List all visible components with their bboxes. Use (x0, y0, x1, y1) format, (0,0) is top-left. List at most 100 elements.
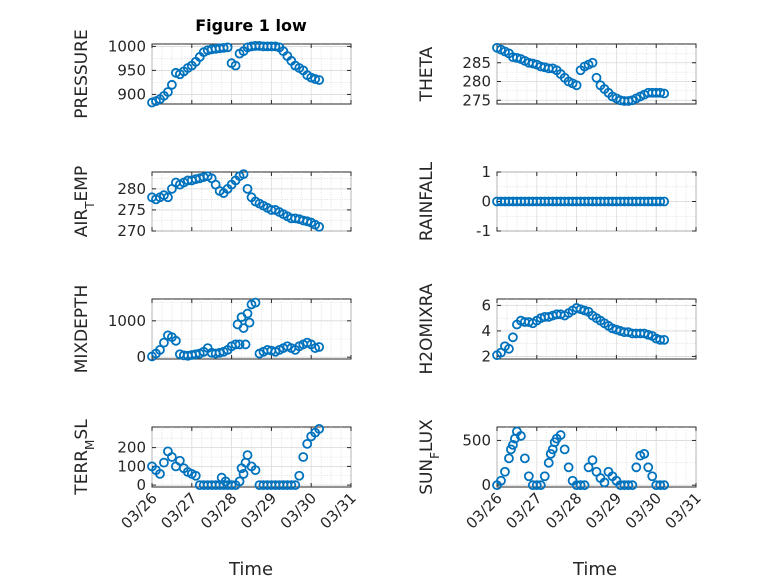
data-point (555, 430, 566, 440)
y-tick-label: 0 (481, 476, 491, 494)
data-point (659, 88, 670, 99)
data-point (310, 74, 321, 84)
data-point (163, 87, 173, 97)
x-tick-label: 03/30 (622, 489, 665, 532)
x-tick-label: 03/28 (197, 489, 240, 532)
data-point (500, 466, 510, 477)
data-point (539, 471, 550, 482)
y-tick-label: 275 (117, 201, 146, 219)
y-axis-label-sun-flux: SUNFLUX (417, 419, 442, 495)
data-point (155, 468, 165, 479)
data-point (571, 80, 582, 91)
y-tick-label: 1 (481, 163, 491, 181)
y-tick-label: 500 (462, 431, 491, 449)
data-point (242, 183, 253, 194)
data-point (659, 480, 670, 491)
data-point (655, 196, 666, 207)
x-tick-label: 03/27 (157, 489, 200, 532)
data-point (294, 470, 305, 481)
data-point (659, 334, 670, 345)
data-point (310, 343, 321, 353)
x-tick-label: 03/31 (317, 489, 360, 532)
y-tick-label: 950 (117, 61, 146, 79)
data-point (587, 455, 598, 466)
y-tick-label: 285 (462, 54, 491, 72)
data-point (190, 470, 201, 481)
data-point (314, 221, 325, 232)
y-tick-label: 2 (481, 347, 491, 365)
data-point (506, 444, 516, 455)
data-point (504, 343, 514, 354)
figure-title: Figure 1 low (195, 16, 307, 35)
data-point (496, 475, 506, 486)
y-tick-label: 6 (481, 296, 491, 314)
data-point (643, 462, 654, 473)
data-point (508, 440, 518, 450)
y-label-subscript: T (83, 201, 97, 210)
y-label-subscript: M (83, 440, 97, 450)
x-tick-label: 03/29 (582, 489, 625, 532)
data-point (531, 480, 542, 491)
data-point (527, 58, 538, 69)
y-axis-label-pressure: PRESSURE (72, 29, 92, 118)
data-point (314, 342, 325, 352)
data-point (508, 332, 518, 343)
y-tick-label: 200 (117, 439, 146, 457)
x-tick-label: 03/30 (277, 489, 320, 532)
data-point (232, 319, 243, 330)
data-point (587, 57, 598, 68)
data-point (659, 196, 670, 207)
data-point (647, 471, 658, 482)
y-label-rest: SL (72, 419, 92, 440)
data-point (563, 462, 574, 473)
data-point (583, 462, 594, 473)
data-point (545, 448, 556, 459)
subplot-h2omixra: 2 4 6 H2OMIXRA (417, 283, 697, 375)
y-label-subscript: F (428, 452, 442, 459)
subplot-air-temp: 270 275 280 AIRTEMP (72, 166, 352, 240)
data-point (535, 480, 546, 491)
y-tick-label: 1000 (108, 312, 146, 330)
data-point (510, 433, 520, 444)
data-point (250, 297, 261, 308)
data-point (174, 455, 185, 466)
data-point (240, 339, 251, 350)
data-point (240, 457, 251, 468)
y-axis-label-h2omixra: H2OMIXRA (417, 283, 437, 374)
data-point (298, 452, 309, 462)
data-point (270, 41, 281, 52)
y-tick-label: 100 (117, 457, 146, 475)
data-point (623, 480, 634, 491)
y-tick-label: 275 (462, 91, 491, 109)
data-point (523, 471, 534, 482)
x-tick-label: 03/27 (502, 489, 545, 532)
data-point (631, 462, 642, 473)
data-point (236, 312, 247, 323)
y-tick-label: 270 (117, 222, 146, 240)
y-axis-label-air-temp: AIRTEMP (72, 166, 97, 237)
y-tick-label: -1 (476, 222, 491, 240)
x-tick-label: 03/26 (118, 489, 161, 532)
data-point (579, 480, 590, 491)
x-tick-label: 03/31 (662, 489, 705, 532)
y-axis-label-mixdepth: MIXDEPTH (72, 285, 92, 374)
data-point (543, 457, 554, 468)
y-axis-label-theta: THETA (417, 46, 437, 102)
y-tick-label: 1000 (108, 37, 146, 55)
data-point (163, 192, 173, 203)
data-point (655, 334, 666, 345)
data-point (166, 452, 177, 462)
x-axis-label-left: Time (228, 559, 273, 580)
data-point (218, 42, 229, 53)
data-point (155, 345, 165, 355)
data-point (230, 60, 241, 71)
data-point (575, 480, 586, 491)
data-point (234, 339, 245, 350)
data-point (655, 87, 666, 98)
subplot-rainfall: -1 0 1 RAINFALL (417, 161, 697, 241)
data-point (639, 448, 650, 459)
x-tick-label: 03/29 (237, 489, 280, 532)
